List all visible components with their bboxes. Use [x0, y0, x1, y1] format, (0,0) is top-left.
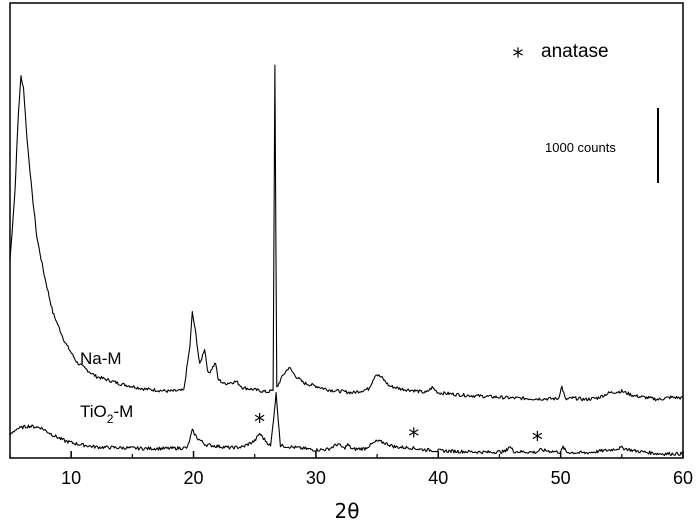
- x-tick-label: 20: [184, 468, 204, 488]
- x-tick-label: 60: [673, 468, 693, 488]
- series-label-tio2-suffix: -M: [113, 402, 133, 421]
- legend-anatase-text: anatase: [541, 41, 609, 62]
- plot-border: [9, 2, 684, 459]
- plot-frame: [9, 2, 684, 459]
- series-label-tio2-subscript: 2: [107, 412, 114, 426]
- x-tick-label: 50: [551, 468, 571, 488]
- scale-bar-label: 1000 counts: [545, 140, 616, 155]
- x-ticks: 10 20 30 40 50 60: [9, 451, 693, 488]
- legend-star-icon: *: [513, 45, 524, 70]
- x-tick-label: 40: [428, 468, 448, 488]
- series-line: [9, 64, 684, 402]
- anatase-star-icon: *: [408, 425, 419, 450]
- series-line: [9, 392, 683, 456]
- series-layer: [9, 64, 684, 456]
- anatase-marker-layer: * * *: [254, 411, 543, 454]
- anatase-star-icon: *: [254, 411, 265, 436]
- series-label-na-m: Na-M: [80, 349, 122, 368]
- anatase-star-icon: *: [532, 429, 543, 454]
- x-axis-label: 2θ: [335, 499, 360, 523]
- series-label-tio2-main: TiO: [80, 402, 107, 421]
- x-tick-label: 30: [306, 468, 326, 488]
- series-label-tio2-m: TiO2-M: [80, 402, 133, 426]
- x-tick-label: 10: [61, 468, 81, 488]
